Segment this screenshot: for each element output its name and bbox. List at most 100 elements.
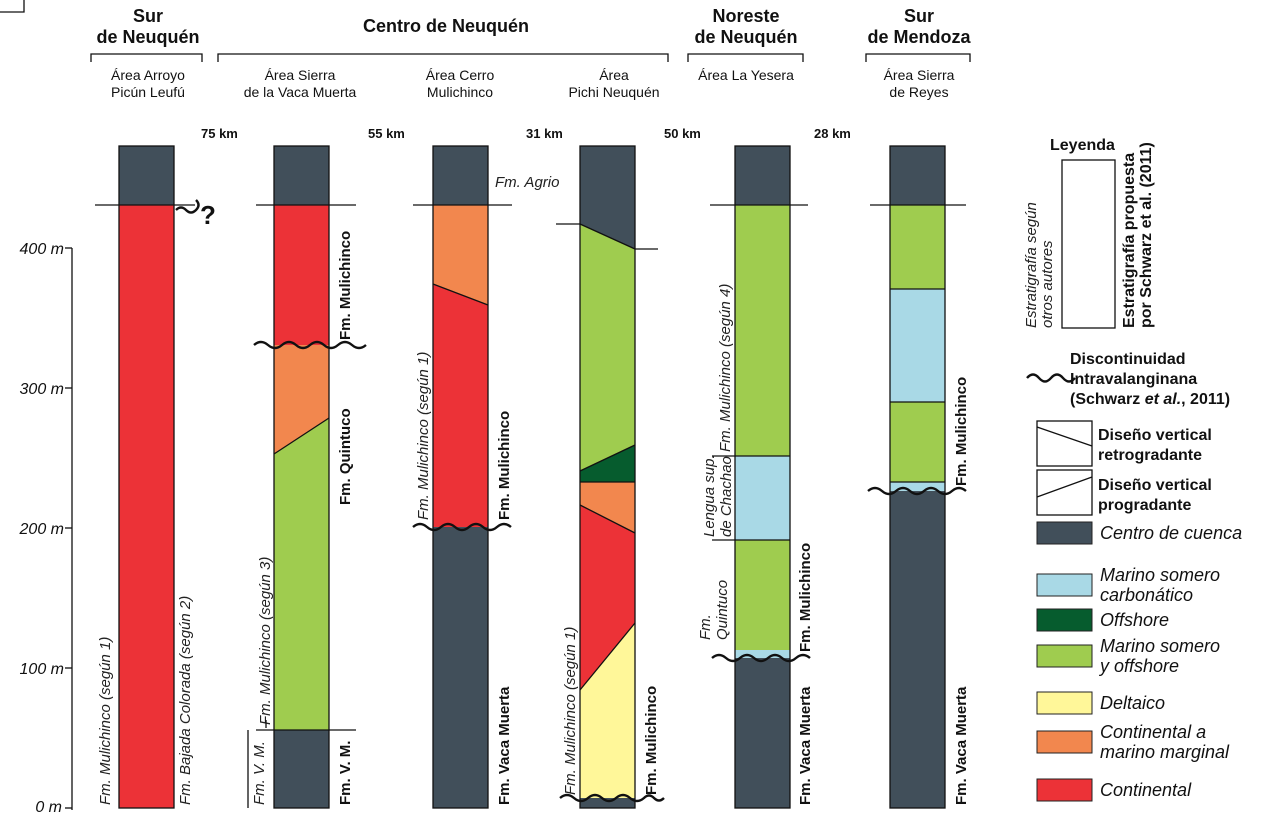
- retrogradational-line: [1037, 427, 1092, 446]
- discontinuity-wave: [176, 200, 199, 213]
- bracket-sur-mendoza: [866, 54, 970, 62]
- progradational-line: [1037, 477, 1092, 497]
- formation-label: Fm. Mulichinco: [643, 686, 660, 795]
- formation-label: Fm. Mulichinco (según 3): [257, 557, 274, 725]
- region-noreste-neuquen: Noreste de Neuquén: [694, 6, 797, 47]
- column-la-yesera: Fm. Mulichinco (según 4) Lengua sup. de …: [697, 146, 814, 808]
- formation-label: Fm. Vaca Muerta: [797, 686, 814, 805]
- formation-label: Fm. Quintuco: [337, 408, 354, 505]
- scale-tick-label: 300 m: [20, 381, 64, 398]
- formation-label: Fm. Bajada Colorada (según 2): [177, 596, 194, 805]
- area-sierra-de-reyes: Área Sierra de Reyes: [884, 67, 955, 100]
- layer-marino-somero-y-offshore: [735, 205, 790, 456]
- formation-label: Fm.: [697, 614, 714, 640]
- legend-text: Discontinuidad: [1070, 351, 1186, 368]
- facies-label: Deltaico: [1100, 693, 1165, 713]
- facies-swatch: [1037, 609, 1092, 631]
- layer-marino-somero-carbonatico: [890, 289, 945, 402]
- layer-continental: [433, 284, 488, 527]
- formation-label: Fm. V. M.: [251, 741, 268, 805]
- layer-centro-de-cuenca: [274, 146, 329, 205]
- facies-swatch: [1037, 522, 1092, 544]
- formation-label: Fm. V. M.: [337, 741, 354, 805]
- legend-text: otros autores: [1039, 240, 1056, 328]
- layer-continental: [119, 205, 174, 808]
- scale-tick-label: 0 m: [35, 799, 62, 816]
- distance-label: 28 km: [814, 126, 851, 141]
- area-line2: Pichi Neuquén: [568, 84, 659, 100]
- facies-swatch: [1037, 692, 1092, 714]
- column-pichi-neuquen: Fm. Mulichinco (según 1) Fm. Mulichinco: [556, 146, 664, 808]
- facies-swatch: [1037, 645, 1092, 667]
- formation-label: Fm. Mulichinco (según 4): [717, 284, 734, 452]
- layer-centro-de-cuenca: [274, 730, 329, 808]
- legend-text: progradante: [1098, 497, 1191, 514]
- layer-centro-de-cuenca: [890, 491, 945, 808]
- facies-swatch: [1037, 779, 1092, 801]
- legend-text: Intravalanginana: [1070, 371, 1197, 388]
- region-sur-neuquen: Sur de Neuquén: [96, 6, 199, 47]
- formation-label: Lengua sup.: [701, 454, 718, 537]
- area-line1: Área Cerro: [426, 67, 495, 83]
- layer-marino-somero-y-offshore: [890, 402, 945, 482]
- facies-label: marino marginal: [1100, 742, 1230, 762]
- layer-continental: [274, 205, 329, 345]
- region-sur-mendoza: Sur de Mendoza: [867, 6, 971, 47]
- formation-label: Fm. Mulichinco (según 1): [97, 637, 114, 805]
- facies-label: carbonático: [1100, 585, 1193, 605]
- layer-centro-de-cuenca: [735, 658, 790, 808]
- area-la-yesera: Área La Yesera: [698, 67, 794, 83]
- legend: Leyenda Estratigrafía según otros autore…: [1023, 137, 1242, 801]
- region-title-line2: de Neuquén: [694, 27, 797, 47]
- progradational-symbol: [1037, 470, 1092, 515]
- facies-label: Marino somero: [1100, 636, 1220, 656]
- facies-label: Centro de cuenca: [1100, 523, 1242, 543]
- region-title-line1: Sur: [133, 6, 163, 26]
- distance-label: 31 km: [526, 126, 563, 141]
- uncertainty-mark: ?: [200, 200, 216, 230]
- facies-label: Continental: [1100, 780, 1192, 800]
- formation-label: de Chachao: [718, 456, 735, 537]
- formation-label: Fm. Mulichinco: [337, 231, 354, 340]
- column-sierra-de-reyes: Fm. Mulichinco Fm. Vaca Muerta: [868, 146, 970, 808]
- legend-text: (Schwarz et al., 2011): [1070, 391, 1230, 408]
- column-arroyo-picun-leufu: ? Fm. Mulichinco (según 1) Fm. Bajada Co…: [95, 146, 216, 808]
- layer-centro-de-cuenca: [433, 146, 488, 205]
- area-line1: Área Arroyo: [111, 67, 185, 83]
- area-cerro-mulichinco: Área Cerro Mulichinco: [426, 67, 495, 100]
- layer-marino-somero-y-offshore: [580, 224, 635, 471]
- facies-swatch: [1037, 574, 1092, 596]
- bracket-sur-neuquen: [91, 54, 202, 62]
- layer-centro-de-cuenca: [735, 146, 790, 205]
- facies-swatch: [1037, 731, 1092, 753]
- area-arroyo-picun-leufu: Área Arroyo Picún Leufú: [111, 67, 185, 100]
- column-sierra-vaca-muerta: Fm. V. M. Fm. Mulichinco (según 3) Fm. M…: [248, 146, 366, 808]
- formation-label: Fm. Mulichinco: [953, 377, 970, 486]
- facies-label: y offshore: [1098, 656, 1179, 676]
- area-line1: Área Sierra: [265, 67, 336, 83]
- region-title-line2: de Neuquén: [96, 27, 199, 47]
- formation-label: Quintuco: [714, 580, 731, 640]
- vertical-scale: 400 m 300 m 200 m 100 m 0 m: [19, 241, 72, 816]
- area-line2: de la Vaca Muerta: [244, 84, 357, 100]
- bracket-noreste-neuquen: [688, 54, 803, 62]
- region-title-line1: Noreste: [712, 6, 779, 26]
- region-title-line1: Sur: [904, 6, 934, 26]
- legend-text: por Schwarz et al. (2011): [1138, 142, 1155, 328]
- area-line1: Área Sierra: [884, 67, 955, 83]
- layer-centro-de-cuenca: [890, 146, 945, 205]
- distance-label: 75 km: [201, 126, 238, 141]
- legend-title: Leyenda: [1050, 137, 1115, 154]
- column-cerro-mulichinco: Fm. Agrio Fm. Mulichinco (según 1) Fm. M…: [413, 146, 559, 808]
- legend-text: Diseño vertical: [1098, 477, 1212, 494]
- bracket-centro-neuquen: [218, 54, 668, 62]
- distance-label: 55 km: [368, 126, 405, 141]
- formation-label: Fm. Mulichinco: [797, 543, 814, 652]
- layer-centro-de-cuenca: [433, 527, 488, 808]
- legend-text: Estratigrafía propuesta: [1121, 153, 1138, 328]
- area-line1: Área: [599, 67, 629, 83]
- facies-label: Marino somero: [1100, 565, 1220, 585]
- formation-label: Fm. Mulichinco: [496, 411, 513, 520]
